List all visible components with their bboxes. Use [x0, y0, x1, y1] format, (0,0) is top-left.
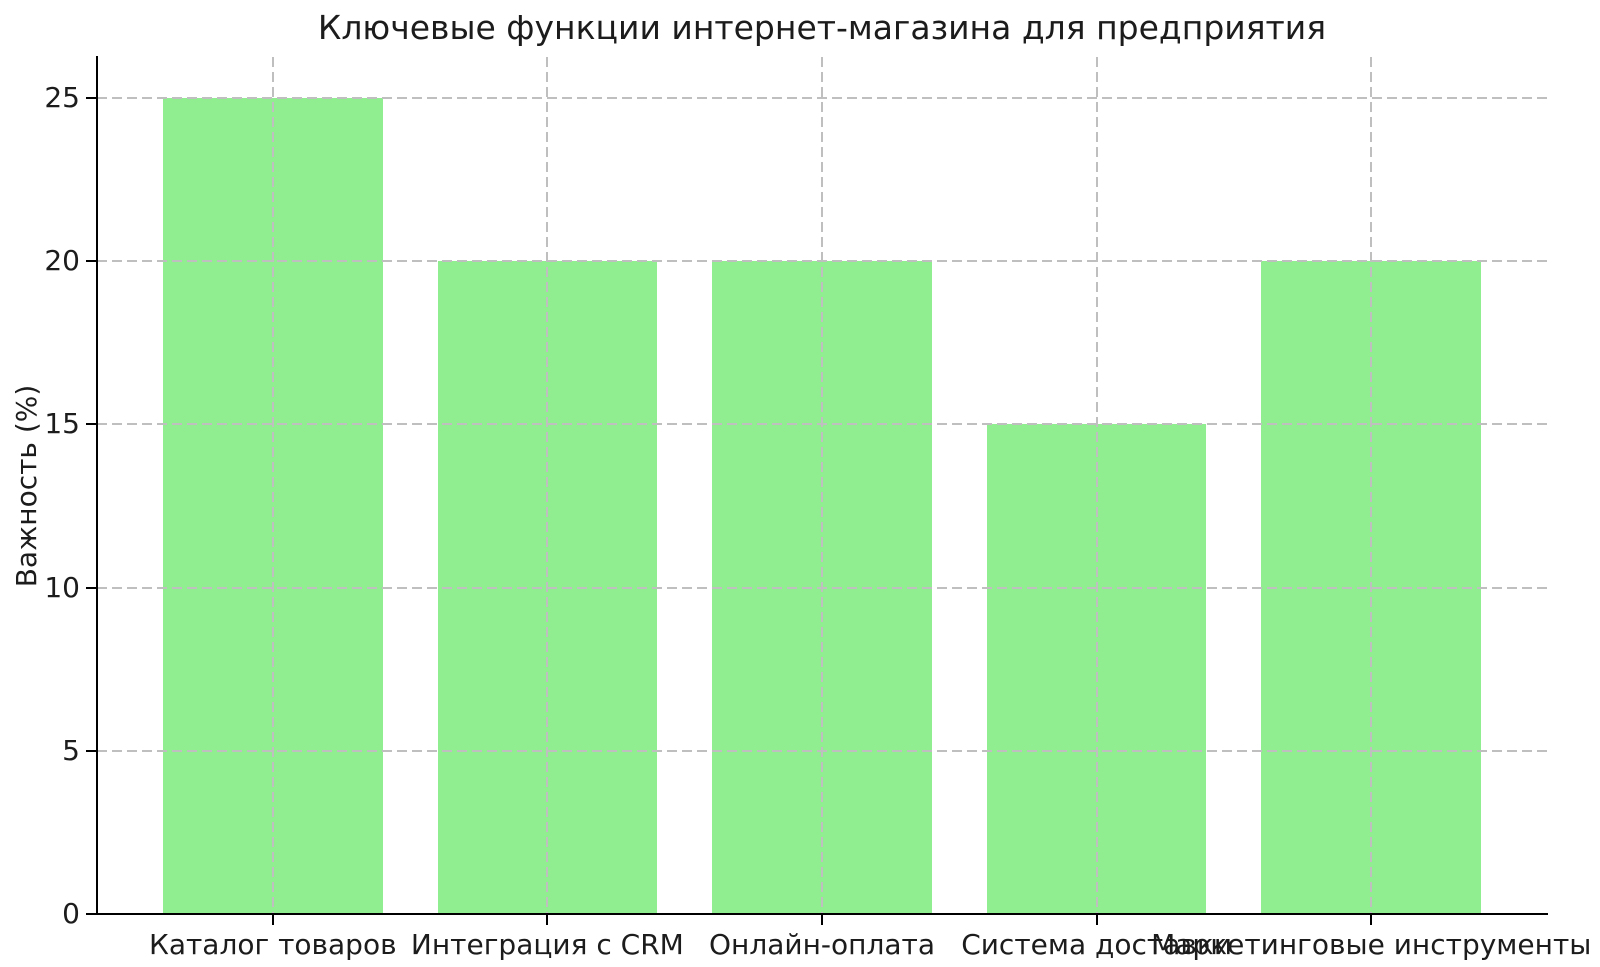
- y-tick: [86, 913, 96, 915]
- y-tick-label: 0: [62, 897, 80, 930]
- x-tick-label: Каталог товаров: [148, 928, 397, 961]
- y-tick-label: 25: [44, 80, 80, 114]
- gridline-v: [1095, 57, 1098, 914]
- x-tick: [821, 915, 823, 925]
- gridline-v: [1370, 57, 1373, 914]
- gridline-v: [546, 57, 549, 914]
- x-tick: [1370, 915, 1373, 925]
- chart-title: Ключевые функции интернет-магазина для п…: [317, 8, 1327, 47]
- y-tick: [86, 260, 96, 263]
- x-tick-label: Система доставки: [961, 928, 1233, 961]
- y-tick: [86, 749, 96, 752]
- x-axis-spine: [96, 913, 1548, 915]
- gridline-v: [821, 57, 823, 914]
- y-tick: [86, 96, 96, 99]
- y-tick-label: 20: [44, 244, 80, 278]
- x-tick-label: Маркетинговые инструменты: [1151, 928, 1592, 961]
- x-tick: [546, 915, 549, 925]
- y-tick-label: 15: [44, 407, 80, 441]
- y-tick-label: 10: [44, 570, 80, 604]
- y-tick: [86, 586, 96, 589]
- gridline-v: [271, 57, 274, 914]
- y-tick: [86, 423, 96, 426]
- x-tick: [271, 915, 274, 925]
- x-tick-label: Онлайн-оплата: [709, 928, 935, 961]
- y-axis-spine: [96, 56, 98, 915]
- x-tick: [1095, 915, 1098, 925]
- y-tick-label: 5: [62, 733, 80, 767]
- x-tick-label: Интеграция с CRM: [410, 928, 684, 961]
